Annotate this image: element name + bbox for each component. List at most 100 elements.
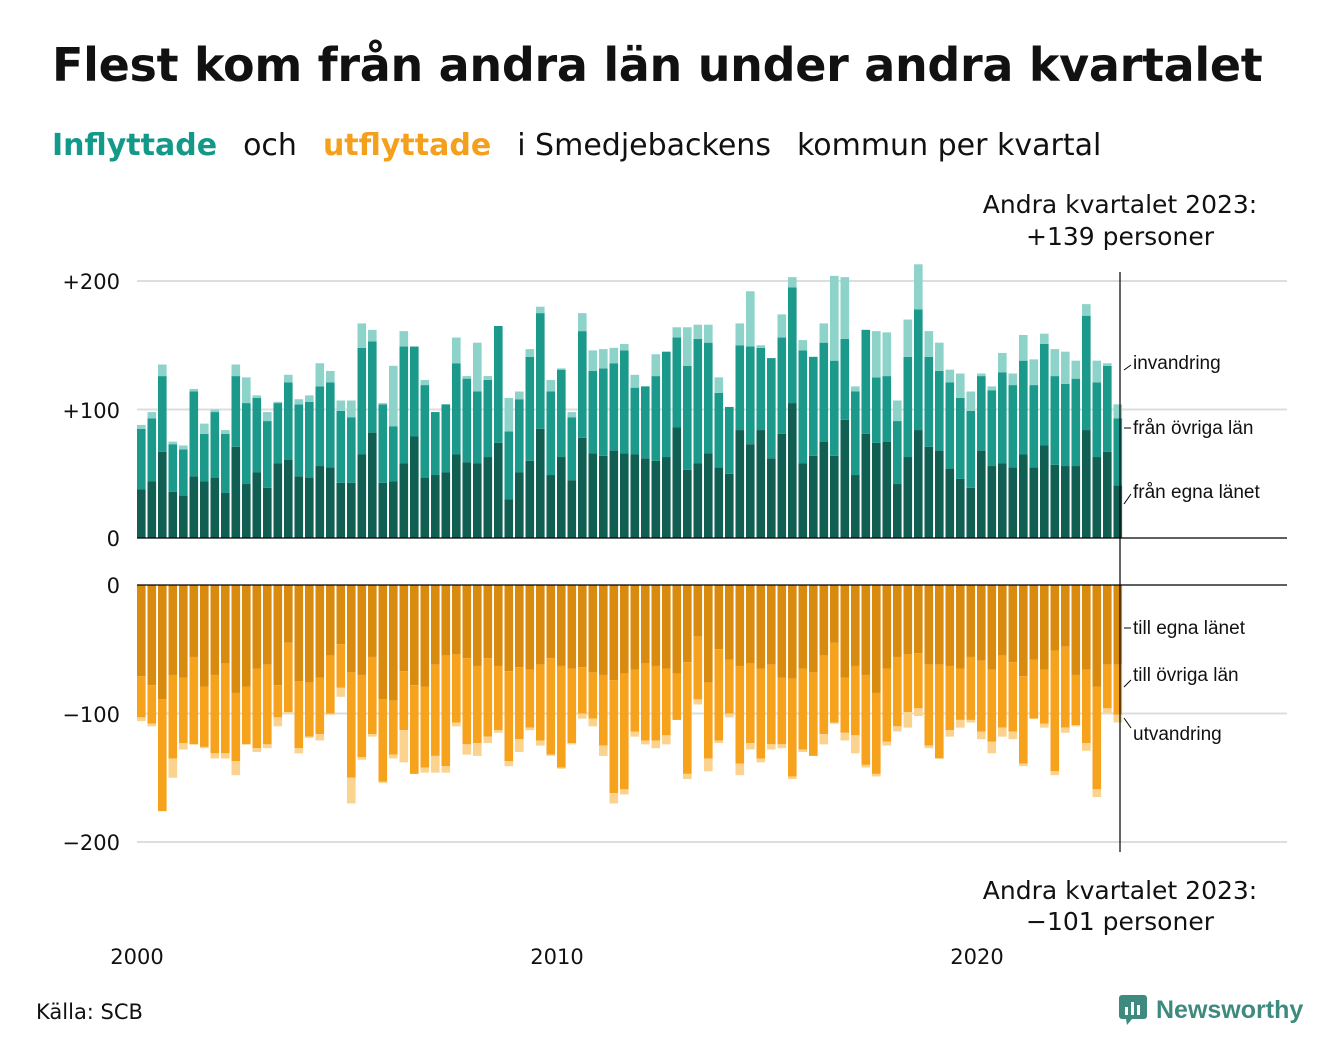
outflow_other-bar (546, 658, 556, 755)
inflow_local-bar (767, 458, 776, 538)
outflow_local-bar (788, 585, 797, 679)
inflow_immigration-bar (231, 364, 241, 377)
outflow_other-bar (452, 654, 461, 723)
outflow_other-bar (483, 658, 493, 737)
inflow_immigration-bar (252, 395, 262, 398)
inflow_local-bar (525, 460, 535, 538)
inflow_local-bar (231, 446, 241, 538)
outflow_local-bar (284, 585, 293, 643)
inflow_other-bar (441, 404, 451, 473)
outflow_emigration-bar (420, 767, 430, 773)
outflow_local-bar (158, 585, 167, 700)
outflow_other-bar (966, 656, 976, 720)
inflow_local-bar (620, 453, 629, 538)
inflow_other-bar (767, 358, 776, 459)
outflow_emigration-bar (326, 713, 335, 715)
outflow_local-bar (462, 585, 472, 659)
inflow_immigration-bar (987, 386, 997, 391)
outflow_other-bar (252, 668, 262, 749)
callout-in-heading: Andra kvartalet 2023: (983, 190, 1257, 219)
inflow_immigration-bar (735, 323, 745, 346)
inflow_immigration-bar (704, 324, 713, 343)
outflow_emigration-bar (641, 740, 650, 745)
outflow_local-bar (672, 585, 682, 674)
inflow_local-bar (221, 493, 230, 538)
outflow_other-bar (242, 686, 251, 745)
inflow_local-bar (798, 463, 808, 538)
outflow_local-bar (609, 585, 619, 681)
inflow_immigration-bar (819, 323, 829, 343)
outflow_emigration-bar (767, 744, 776, 750)
inflow_immigration-bar (788, 277, 797, 288)
inflow_other-bar (809, 356, 818, 456)
outflow_local-bar (168, 585, 178, 675)
inflow_other-bar (672, 337, 682, 428)
inflow_local-bar (137, 489, 146, 538)
inflow_immigration-bar (777, 314, 787, 338)
outflow_local-bar (557, 585, 566, 666)
inflow_local-bar (777, 433, 787, 538)
callout-out-heading: Andra kvartalet 2023: (983, 876, 1257, 905)
outflow_local-bar (756, 585, 766, 669)
outflow_emigration-bar (830, 722, 839, 724)
outflow_other-bar (1008, 662, 1018, 732)
inflow_other-bar (200, 433, 209, 482)
outflow_emigration-bar (945, 730, 955, 737)
inflow_local-bar (1050, 464, 1060, 538)
outflow_local-bar (410, 585, 419, 686)
inflow_immigration-bar (273, 401, 283, 404)
outflow_emigration-bar (567, 743, 577, 745)
inflow_other-bar (546, 391, 556, 476)
inflow_immigration-bar (756, 345, 766, 348)
inflow_immigration-bar (1050, 349, 1060, 377)
inflow_immigration-bar (284, 374, 293, 383)
outflow_other-bar (788, 678, 797, 777)
inflow_other-bar (756, 347, 766, 431)
outflow_emigration-bar (347, 777, 356, 804)
inflow_immigration-bar (714, 377, 724, 393)
outflow_other-bar (273, 685, 283, 718)
inflow_local-bar (1061, 466, 1070, 538)
outflow_emigration-bar (336, 687, 346, 697)
outflow_local-bar (441, 585, 451, 656)
outflow_emigration-bar (473, 743, 482, 756)
inflow_other-bar (179, 449, 188, 496)
outflow_other-bar (473, 665, 482, 744)
inflow_immigration-bar (326, 370, 335, 383)
inflow_other-bar (210, 412, 220, 478)
outflow_local-bar (693, 585, 703, 637)
inflow_immigration-bar (147, 412, 157, 419)
outflow_local-bar (620, 585, 629, 674)
inflow_other-bar (851, 391, 860, 476)
inflow_other-bar (746, 346, 755, 445)
label-till-egna-lanet: till egna länet (1133, 618, 1246, 639)
outflow_local-bar (399, 585, 409, 672)
inflow_local-bar (389, 481, 398, 538)
outflow_other-bar (756, 668, 766, 759)
subtitle-municipality: i Smedjebackens (517, 128, 771, 163)
inflow_local-bar (567, 480, 577, 538)
inflow_local-bar (809, 455, 818, 538)
inflow_other-bar (231, 376, 241, 447)
outflow_other-bar (399, 671, 409, 731)
inflow_immigration-bar (1019, 334, 1028, 361)
inflow_immigration-bar (515, 391, 524, 400)
inflow_immigration-bar (347, 400, 356, 418)
outflow_local-bar (221, 585, 230, 664)
inflow_immigration-bar (179, 445, 188, 450)
inflow_immigration-bar (956, 373, 965, 398)
inflow_other-bar (315, 386, 325, 467)
outflow_other-bar (809, 672, 818, 756)
outflow_emigration-bar (452, 722, 461, 727)
outflow_emigration-bar (200, 746, 209, 749)
outflow_emigration-bar (903, 712, 913, 728)
outflow_other-bar (431, 664, 440, 756)
outflow_other-bar (504, 671, 514, 762)
inflow_other-bar (273, 403, 283, 464)
outflow_emigration-bar (872, 773, 881, 777)
outflow_local-bar (525, 585, 535, 670)
outflow_local-bar (882, 585, 892, 669)
outflow_other-bar (651, 665, 661, 741)
leader-egna-lanet-in (1123, 493, 1132, 505)
outflow_other-bar (630, 669, 640, 732)
